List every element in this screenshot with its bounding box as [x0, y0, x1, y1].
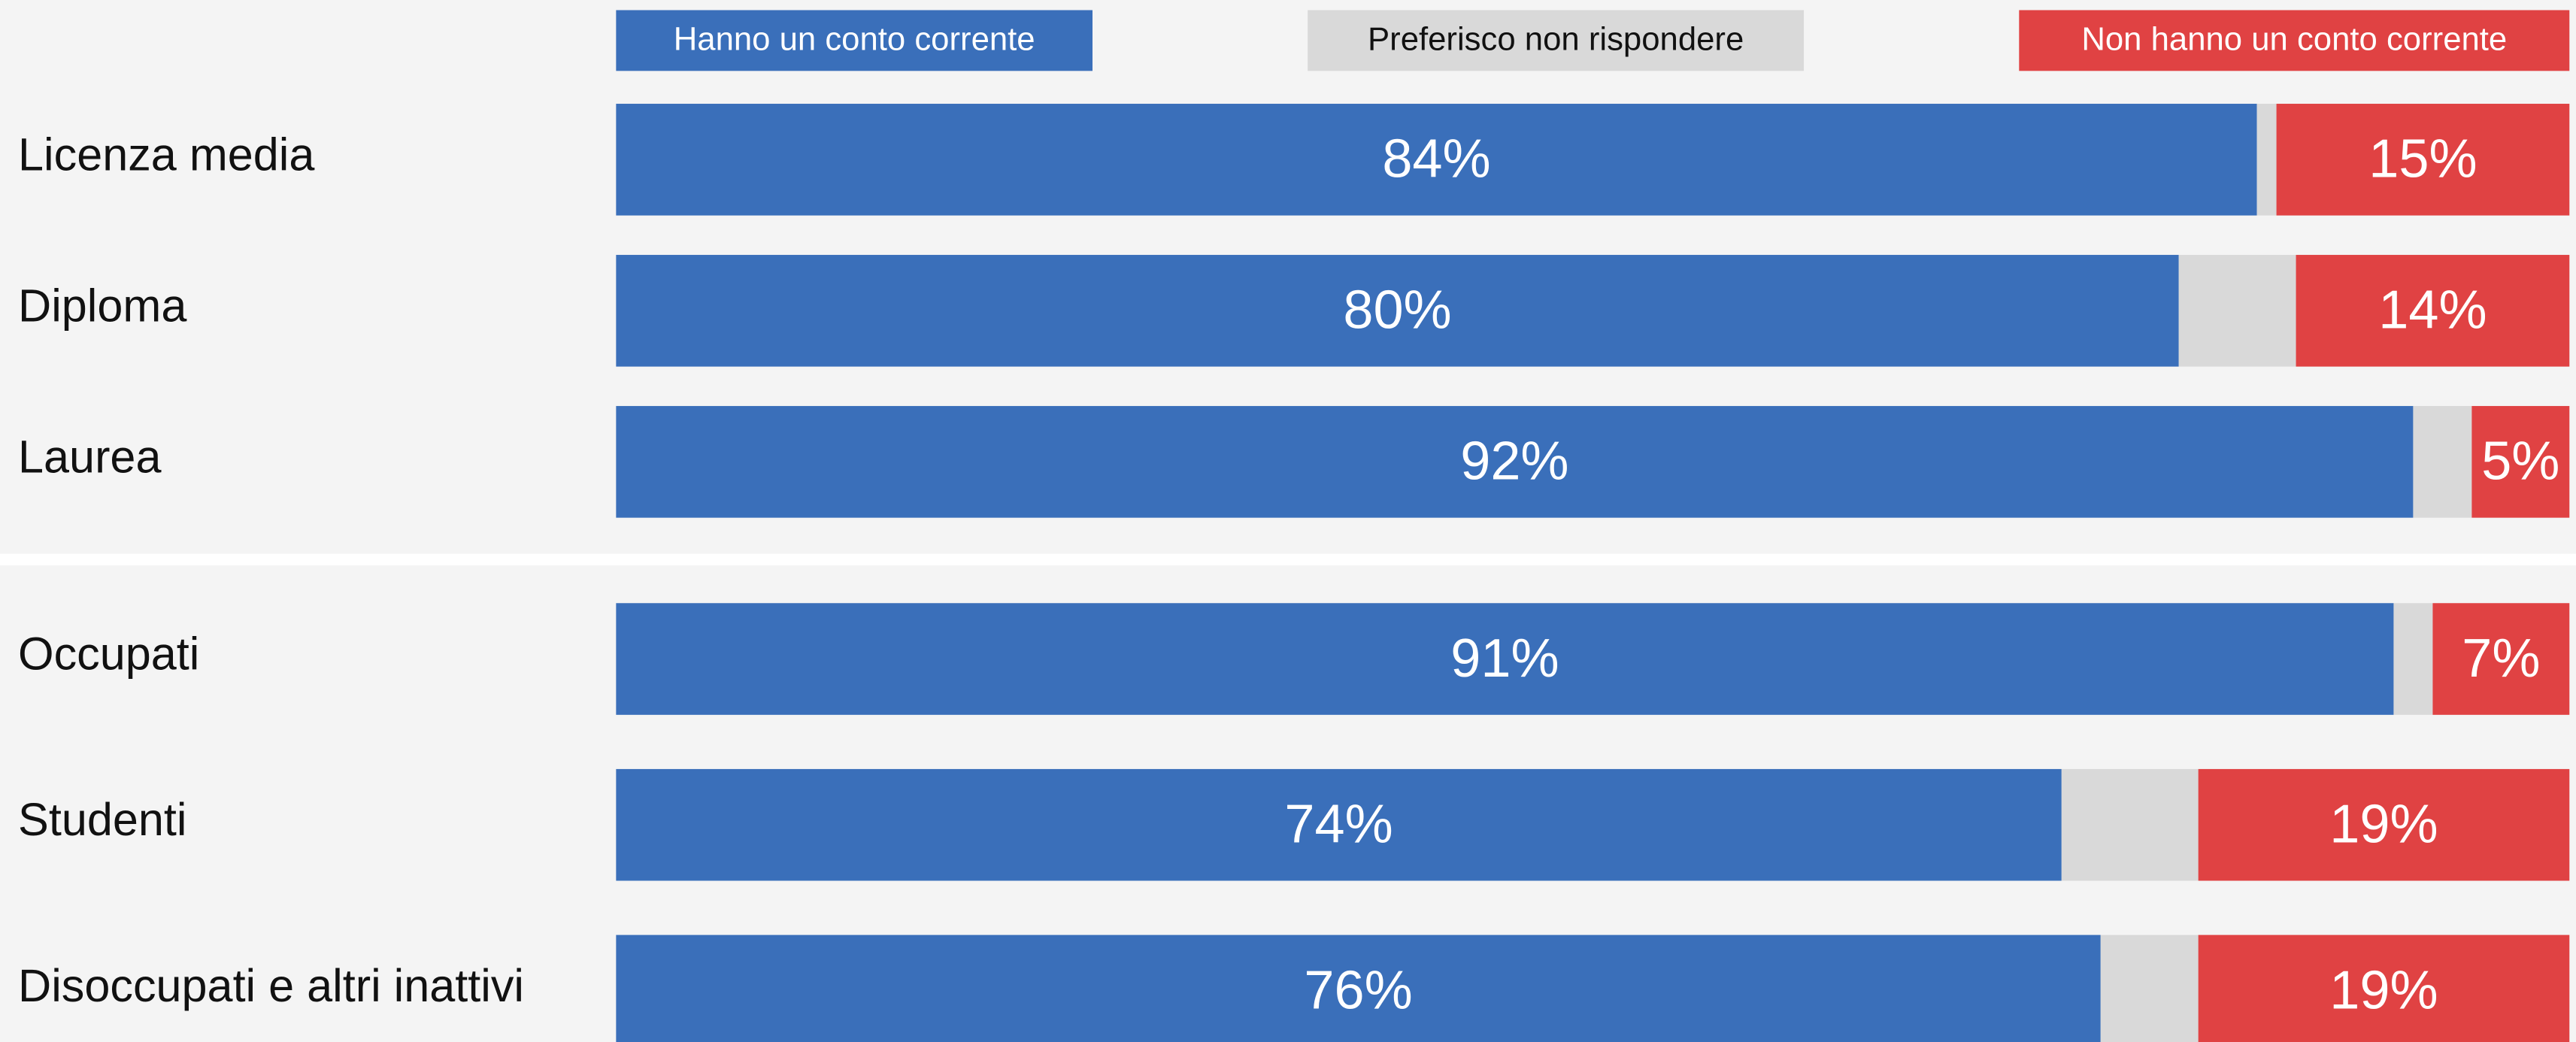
value-label: 91% [1450, 629, 1559, 689]
legend-swatch [1308, 10, 1805, 71]
bar-segment [2198, 768, 2570, 881]
group-separator [0, 553, 2576, 565]
bar-segment [616, 934, 2101, 1042]
value-label: 14% [2378, 280, 2487, 341]
value-label: 74% [1284, 795, 1393, 855]
legend-label: Preferisco non rispondere [1368, 21, 1744, 58]
category-label: Licenza media [18, 129, 315, 180]
value-label: 15% [2368, 129, 2477, 189]
bar-segment [2471, 406, 2570, 518]
bar-segment [2432, 603, 2570, 715]
bar-segment [2061, 768, 2199, 881]
legend-label: Non hanno un conto corrente [2081, 21, 2507, 58]
value-label: 92% [1460, 432, 1568, 492]
bar-segment [616, 406, 2414, 518]
legend-swatch [616, 10, 1093, 71]
category-label: Laurea [18, 431, 162, 482]
legend-label: Hanno un conto corrente [674, 21, 1035, 58]
bar-segment [2198, 934, 2570, 1042]
bar-segment [2296, 255, 2570, 367]
value-label: 7% [2462, 629, 2540, 689]
bar-segment [616, 768, 2062, 881]
bar-segment [2393, 603, 2433, 715]
value-label: 19% [2329, 795, 2438, 855]
value-label: 19% [2329, 960, 2438, 1020]
legend-swatch [2019, 10, 2570, 71]
bar-segment [616, 603, 2394, 715]
value-label: 80% [1343, 280, 1451, 341]
category-label: Occupati [18, 629, 199, 680]
value-label: 84% [1382, 129, 1490, 189]
bar-segment [2100, 934, 2199, 1042]
category-label: Diploma [18, 280, 187, 331]
value-label: 5% [2481, 432, 2559, 492]
value-label: 76% [1304, 960, 1412, 1020]
bar-segment [2256, 104, 2277, 216]
bar-segment [2178, 255, 2296, 367]
category-label: Disoccupati e altri inattivi [18, 960, 524, 1011]
bar-segment [616, 104, 2257, 216]
bar-segment [2413, 406, 2472, 518]
bar-segment [2276, 104, 2570, 216]
category-label: Studenti [18, 794, 186, 845]
bar-segment [616, 255, 2179, 367]
